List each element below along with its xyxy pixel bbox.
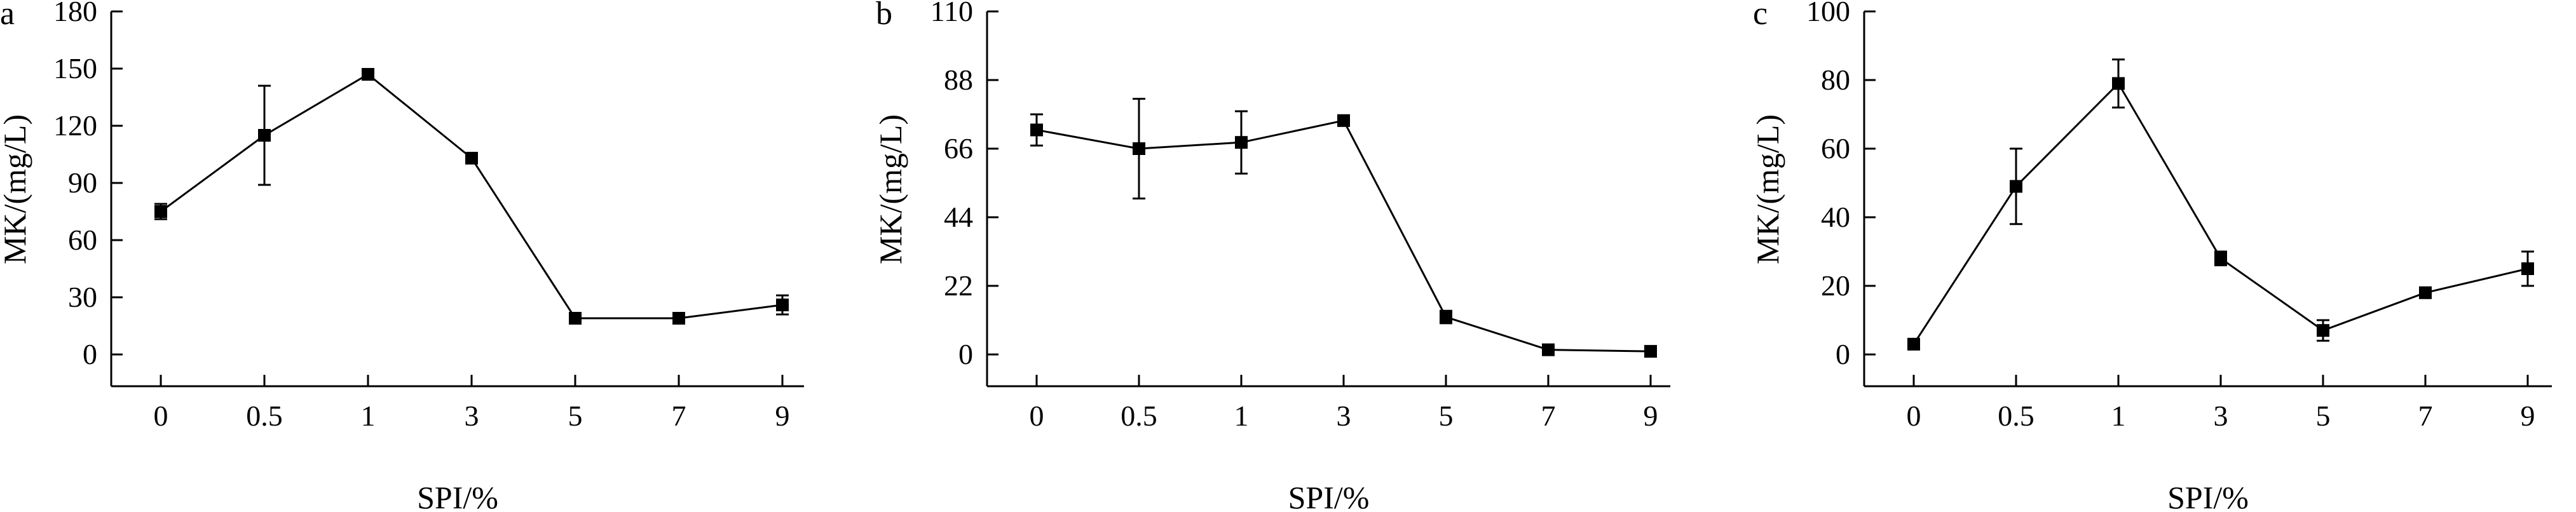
panel-c-series-line — [1912, 81, 2528, 345]
panel-c-data-point — [2521, 262, 2534, 275]
panel-b-data-point — [1542, 343, 1555, 356]
panel-b-x-tick-label: 0.5 — [1121, 400, 1157, 432]
panel-a-x-tick-label: 7 — [672, 400, 686, 432]
panel-b-data-point — [1440, 311, 1452, 324]
panel-c-x-axis-title: SPI/% — [2167, 480, 2249, 512]
panel-b-y-tick-label: 22 — [944, 269, 973, 302]
panel-a-x-tick-label: 9 — [775, 400, 790, 432]
panel-a-x-tick-label: 5 — [568, 400, 583, 432]
panel-b-y-tick-label: 66 — [944, 132, 973, 165]
panel-c-y-axis-title: MK/(mg/L) — [1750, 114, 1785, 264]
panel-b-x-tick-label: 0 — [1030, 400, 1044, 432]
panel-a-letter: a — [0, 0, 15, 32]
panel-b-x-tick-label: 7 — [1541, 400, 1556, 432]
panel-b-y-tick-label: 44 — [944, 201, 973, 233]
panel-a-y-tick-label: 60 — [68, 224, 97, 256]
panel-c-data-point — [2419, 286, 2432, 299]
panel-b-x-axis-title: SPI/% — [1288, 480, 1370, 512]
panel-a-series-line — [160, 73, 783, 320]
panel-a-data-point — [258, 129, 271, 142]
panel-a-y-tick-label: 90 — [68, 166, 97, 199]
panel-c-x-tick-label: 9 — [2521, 400, 2535, 432]
panel-b-data-point — [1337, 114, 1350, 127]
panel-b-x-tick-label: 3 — [1337, 400, 1351, 432]
panel-a-y-tick-label: 0 — [83, 338, 97, 370]
panel-a-x-tick-label: 0.5 — [246, 400, 283, 432]
panel-a-y-tick-label: 150 — [53, 52, 97, 84]
panel-c-data-point — [1907, 337, 1920, 351]
panel-c-y-tick-label: 20 — [1821, 269, 1850, 302]
panel-c-x-tick-label: 0 — [1907, 400, 1921, 432]
panel-b-y-axis-title: MK/(mg/L) — [873, 114, 908, 264]
panel-a-x-axis-title: SPI/% — [417, 480, 498, 512]
panel-c-x-tick-label: 1 — [2111, 400, 2126, 432]
panel-a-x-tick-label: 0 — [154, 400, 168, 432]
panel-a-x-tick-label: 3 — [465, 400, 479, 432]
panel-b-data-point — [1235, 136, 1248, 149]
panel-b-y-tick-label: 110 — [930, 0, 973, 27]
panel-c-data-point — [2317, 324, 2329, 337]
panel-c-y-tick-label: 80 — [1821, 64, 1850, 96]
panel-a-x-tick-label: 1 — [361, 400, 376, 432]
panel-a-y-tick-label: 120 — [53, 109, 97, 142]
panel-c-y-tick-label: 100 — [1806, 0, 1850, 27]
panel-a-data-point — [465, 152, 478, 165]
panel-c-x-tick-label: 5 — [2316, 400, 2331, 432]
panel-c-x-tick-label: 7 — [2418, 400, 2433, 432]
panel-b-y-tick-label: 88 — [944, 64, 973, 96]
panel-c-y-tick-label: 60 — [1821, 132, 1850, 165]
panel-a-data-point — [776, 299, 789, 311]
panel-b-data-point — [1133, 142, 1145, 155]
panel-b-x-tick-label: 1 — [1234, 400, 1249, 432]
panel-c-data-point — [2214, 252, 2227, 265]
panel-a-data-point — [154, 205, 167, 218]
panel-c-y-tick-label: 0 — [1836, 338, 1850, 370]
panel-a-data-point — [569, 312, 582, 325]
panel-b-letter: b — [876, 0, 892, 32]
panel-c-data-point — [2112, 77, 2125, 90]
panel-a-y-axis-title: MK/(mg/L) — [0, 114, 32, 264]
panel-a-data-point — [362, 68, 374, 81]
panel-c-data-point — [2010, 180, 2022, 193]
panel-b-x-tick-label: 9 — [1644, 400, 1658, 432]
panel-b-series-line — [1036, 119, 1651, 353]
panel-c-x-tick-label: 3 — [2214, 400, 2228, 432]
panel-c-y-tick-label: 40 — [1821, 201, 1850, 233]
panel-c-x-tick-label: 0.5 — [1998, 400, 2034, 432]
panel-b-y-tick-label: 0 — [958, 338, 973, 370]
panel-b-data-point — [1030, 123, 1043, 137]
panel-c-letter: c — [1753, 0, 1768, 32]
panel-a-y-tick-label: 30 — [68, 281, 97, 313]
panel-a-y-tick-label: 180 — [53, 0, 97, 27]
panel-a-data-point — [672, 312, 685, 325]
panel-b-x-tick-label: 5 — [1439, 400, 1454, 432]
panel-b-data-point — [1644, 345, 1657, 358]
